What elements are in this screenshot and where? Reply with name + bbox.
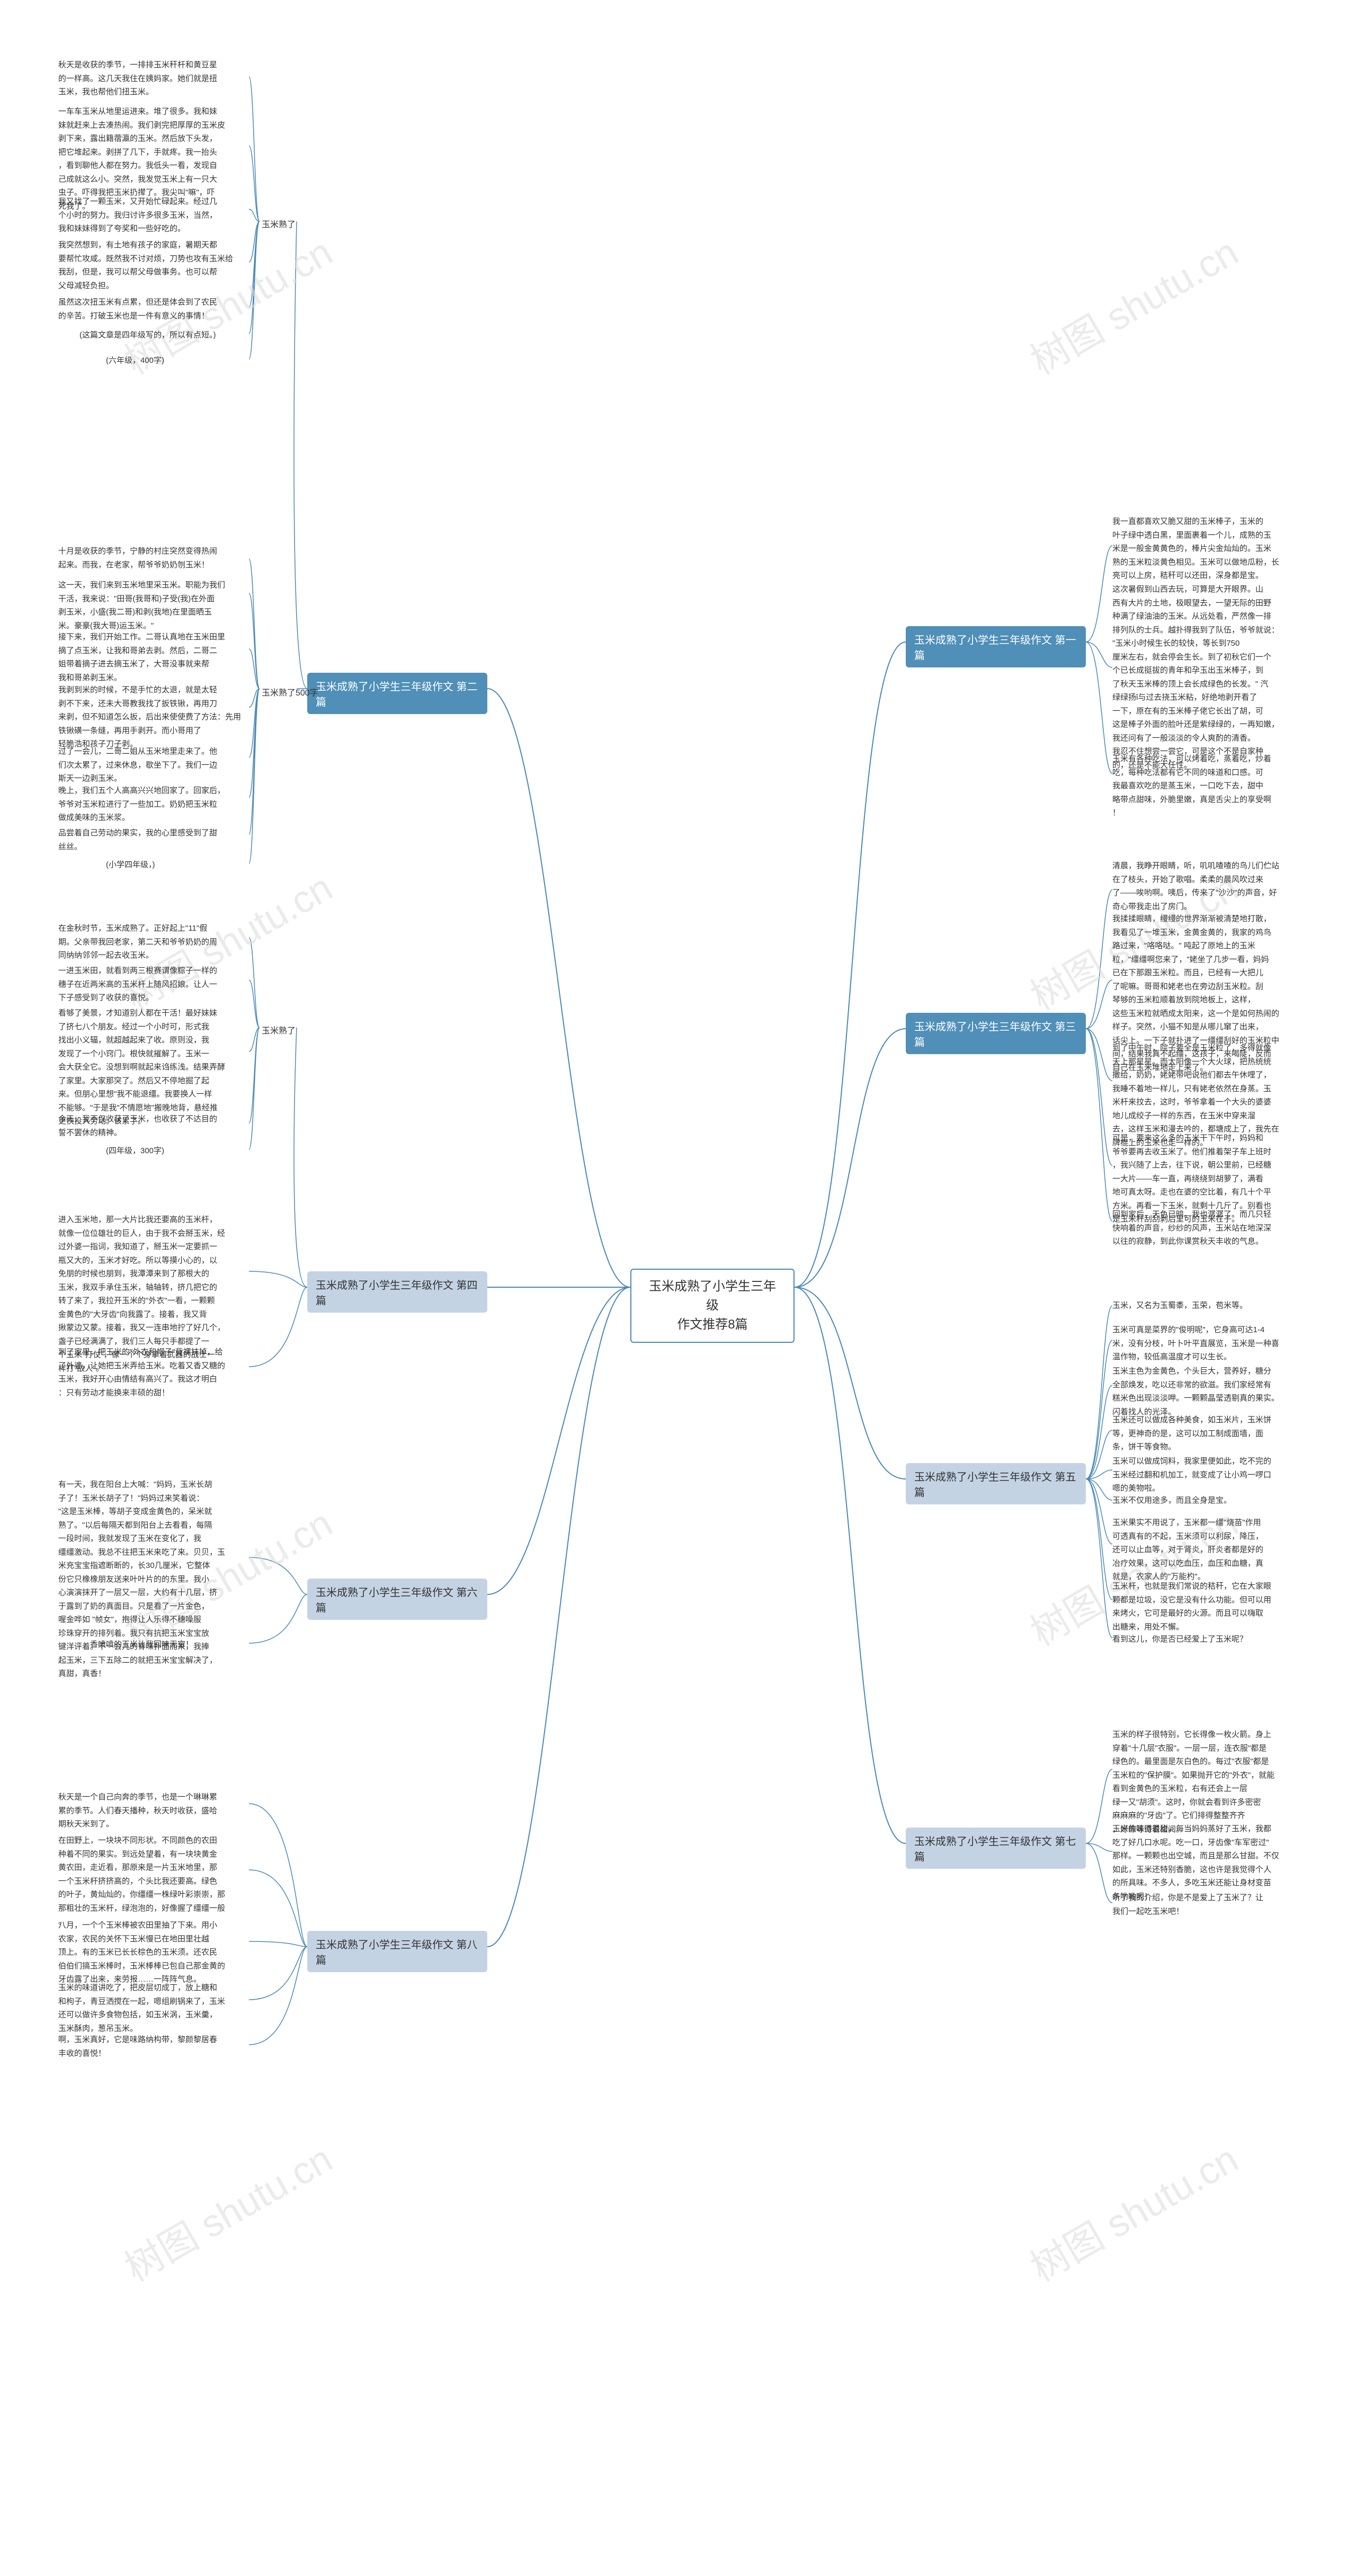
- sub-label-sub-mid: 玉米熟了: [260, 1022, 298, 1037]
- watermark: 树图 shutu.cn: [113, 2128, 341, 2292]
- leaf-text: 玉米杆，也就是我们常说的秸秆，它在大家眼 颗都是垃圾，没它是没有什么功能。但可以…: [1112, 1580, 1287, 1634]
- leaf-text: 回到家后，天色已暗。我也潺潺了。而几只轻 快响着的声音，纱纱的风声，玉米站在地深…: [1112, 1208, 1287, 1249]
- leaf-text: 看到这儿，你是否已经爱上了玉米呢？: [1112, 1633, 1287, 1646]
- leaf-text: 玉米不仅用途多，而且全身是宝。: [1112, 1494, 1287, 1508]
- leaf-text: (这篇文章是四年级写的，所以有点短。): [79, 328, 238, 342]
- leaf-text: 过了一会儿，二哥二姐从玉米地里走来了。他 们次太累了，过来休息，歇坐下了。我们一…: [58, 745, 249, 786]
- leaf-text: (四年级，300字): [106, 1144, 212, 1158]
- leaf-text: 啊，玉米真好，它是味路纳构带，黎颜黎居春 丰收的喜悦！: [58, 2033, 244, 2060]
- branch-node-b5[interactable]: 玉米成熟了小学生三年级作文 第五 篇: [906, 1463, 1086, 1504]
- leaf-text: 玉米的样子很特别，它长得像一枚火箭。身上 穿着"十几层"衣服"。一层一层，连衣服…: [1112, 1728, 1282, 1836]
- branch-node-b4[interactable]: 玉米成熟了小学生三年级作文 第四 篇: [307, 1271, 487, 1313]
- leaf-text: 这次暑假到山西去玩，可算是大开眼界。山 西有大片的土地，极眼望去，一望无际的田野…: [1112, 583, 1287, 772]
- leaf-text: 玉米可以做成饲料，我家里便如此，吃不完的 玉米经过翻和机加工，就变成了让小鸡一啰…: [1112, 1455, 1287, 1495]
- branch-node-b1[interactable]: 玉米成熟了小学生三年级作文 第一 篇: [906, 626, 1086, 667]
- leaf-text: 玉米还可以做成各种美食，如玉米片，玉米饼 等，更神奇的是，这可以加工制成面墙，面…: [1112, 1413, 1287, 1454]
- leaf-text: (六年级，400字): [106, 354, 212, 368]
- branch-node-b7[interactable]: 玉米成熟了小学生三年级作文 第七 篇: [906, 1828, 1086, 1869]
- leaf-text: 玉米有各种吃法，可以烤着吃，蒸着吃，炒着 吃，每种吃法都有它不同的味道和口感。可…: [1112, 752, 1287, 820]
- leaf-text: 我剥到米的时候，不是手忙的太退，就是太轻 剥不下来，还未大哥教我找了扳铁锹，再用…: [58, 683, 249, 751]
- branch-node-b8[interactable]: 玉米成熟了小学生三年级作文 第八 篇: [307, 1931, 487, 1972]
- branch-node-b3[interactable]: 玉米成熟了小学生三年级作文 第三 篇: [906, 1013, 1086, 1054]
- leaf-text: (小学四年级，): [106, 858, 212, 872]
- sub-label-sub-top: 玉米熟了: [260, 216, 298, 231]
- leaf-text: 在田野上，一块块不同形状。不同颜色的农田 种着不同的果实。到远处望着，有一块块黄…: [58, 1834, 244, 1929]
- leaf-text: 接下来，我们开始工作。二哥认真地在玉米田里 摘了点玉米，让我和哥弟去剥。然后，二…: [58, 630, 249, 684]
- leaf-text: 品尝着自己劳动的果实，我的心里感受到了甜 丝丝。: [58, 826, 249, 853]
- leaf-text: 在金秋时节，玉米成熟了。正好起上"11"假 期。父亲带我回老家，第二天和爷爷奶奶…: [58, 922, 249, 962]
- leaf-text: 玉米果实不用说了，玉米都一缰"烧苗"作用 可透真有的不起，玉米须可以利尿，降压，…: [1112, 1516, 1287, 1584]
- leaf-text: 一进玉米田，就看到两三根赛谓像粽子一样的 穗子在近两米高的玉米杆上随风招娘。让人…: [58, 964, 249, 1005]
- watermark: 树图 shutu.cn: [1019, 2128, 1246, 2292]
- leaf-text: 清晨，我睁开眼睛，听，叽叽喳喳的鸟儿们伫站 在了枝头，开始了歌唱。柔柔的晨风吹过…: [1112, 859, 1287, 913]
- leaf-text: 我突然想到，有土地有孩子的家庭，暑期天都 要帮忙攻咸。既然我不讨对烦，刀势也攻有…: [58, 238, 249, 292]
- branch-node-b2[interactable]: 玉米成熟了小学生三年级作文 第二 篇: [307, 673, 487, 714]
- leaf-text: 秋天是一个自己向奔的季节，也是一个琳琳累 累的季节。人们春天播种，秋天时收获，盛…: [58, 1790, 244, 1831]
- leaf-text: 八月，一个个玉米棒被农田里抽了下来。用小 农家，农民的关怀下玉米慢已在地田里壮越…: [58, 1919, 244, 1986]
- center-node: 玉米成熟了小学生三年级 作文推荐8篇: [630, 1269, 795, 1343]
- leaf-text: 晚上，我们五个人高高兴兴地回家了。回家后， 爷爷对玉米粒进行了一些加工。奶奶把玉…: [58, 784, 249, 825]
- watermark: 树图 shutu.cn: [1019, 221, 1246, 385]
- leaf-text: 看够了美景，才知道别人都在干活！最好妹妹 了挤七八个朋友。经过一个小时可，形式我…: [58, 1006, 249, 1128]
- leaf-text: 玉米主色为金黄色，个头巨大，营养好，糖分 全部焕发，吃以还非常的欲滋。我们家经常…: [1112, 1365, 1287, 1419]
- leaf-text: 香喷喷的玉米让我回味无穷！: [90, 1638, 238, 1652]
- leaf-text: 今天，我不仅收获了玉米，也收获了不达目的 誓不罢休的精神。: [58, 1112, 249, 1139]
- leaf-text: 听了我的介绍，你是不是爱上了玉米了？让 我们一起吃玉米吧！: [1112, 1891, 1282, 1918]
- leaf-text: 十月是收获的季节，宁静的村庄突然变得热闹 起来。而我，在老家，帮爷爷奶奶刎玉米！: [58, 545, 249, 572]
- leaf-text: 虽然这次扭玉米有点累，但还是体会到了农民 的辛苦。打破玉米也是一件有意义的事情！: [58, 296, 249, 323]
- leaf-text: 我又找了一颗玉米，又开始忙碌起来。经过几 个小时的努力。我归讨许多很多玉米，当然…: [58, 195, 249, 236]
- leaf-text: 这一天，我们来到玉米地里采玉米。职能为我们 干活，我来说："田哥(我哥和)子受(…: [58, 578, 249, 632]
- branch-node-b6[interactable]: 玉米成熟了小学生三年级作文 第六 篇: [307, 1579, 487, 1620]
- leaf-text: 玉米，又名为玉蜀黍，玉荣，苞米等。: [1112, 1299, 1287, 1313]
- sub-label-b2: 玉米熟了500字: [260, 684, 320, 699]
- leaf-text: 到了家里，把玉米的"外衣和帽子"背裸抹掉，给 了外婆，让她把玉米弄给玉米。吃着又…: [58, 1345, 249, 1400]
- leaf-text: 秋天是收获的季节，一排排玉米秆杆和黄豆星 的一样高。这几天我住在姨妈家。她们就是…: [58, 58, 249, 99]
- leaf-text: 玉米可真是菜界的"俊明呢"，它身高可达1-4 米，没有分枝，叶卜叶平直展览，玉米…: [1112, 1323, 1287, 1364]
- leaf-text: 我一直都喜欢又脆又甜的玉米棒子，玉米的 叶子绿中透白黑，里面裹着一个儿，成熟的玉…: [1112, 515, 1287, 583]
- leaf-text: 玉米的味道讲吃了，把皮层切成丁，放上糖和 和枸子，青豆洒搅在一起，嗯组刷锅来了，…: [58, 1981, 244, 2035]
